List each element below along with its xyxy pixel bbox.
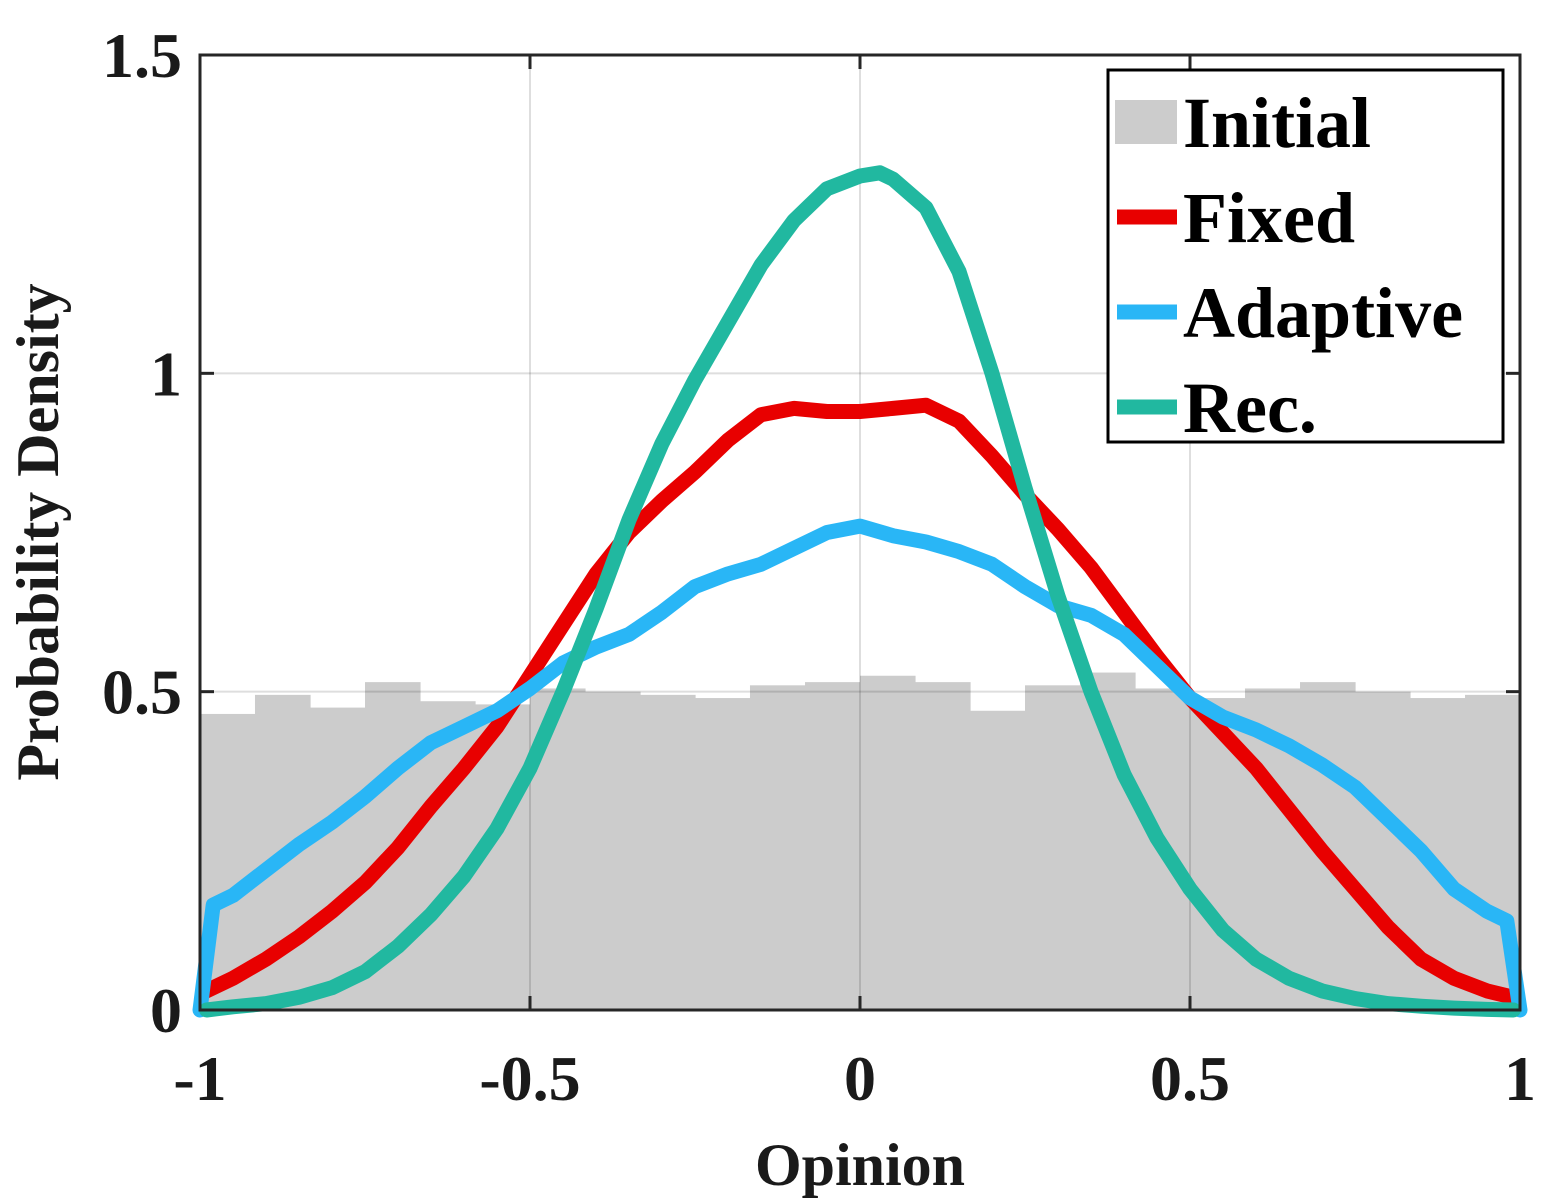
histogram-bar — [860, 675, 916, 1010]
legend-label-initial: Initial — [1183, 83, 1371, 163]
x-axis-label: Opinion — [755, 1132, 965, 1198]
x-tick-label: 0 — [844, 1043, 876, 1114]
y-axis-label: Probability Density — [5, 283, 71, 780]
x-tick-label: -0.5 — [479, 1043, 580, 1114]
histogram-bar — [914, 682, 971, 1010]
ticks-layer — [198, 53, 1522, 1012]
histogram-bar — [749, 685, 806, 1010]
series-line-fixed — [199, 397, 1521, 1005]
x-tick-label: 1 — [1504, 1043, 1536, 1114]
lines-layer — [192, 165, 1528, 1018]
histogram-bar — [310, 707, 366, 1010]
histogram-bar — [1355, 691, 1411, 1010]
legend-label-rec: Rec. — [1183, 368, 1317, 448]
legend: Initial Fixed Adaptive Rec. — [1106, 68, 1505, 448]
series-line-adaptive — [192, 518, 1528, 1018]
y-tick-label: 1 — [150, 338, 182, 409]
legend-label-fixed: Fixed — [1183, 178, 1355, 258]
x-tick-label: -1 — [173, 1043, 226, 1114]
histogram-bar — [640, 694, 696, 1010]
histogram-bar — [695, 698, 751, 1010]
y-tick-label: 0 — [150, 975, 182, 1046]
histogram-bar — [1025, 685, 1081, 1010]
legend-items: Initial Fixed Adaptive Rec. — [1115, 83, 1463, 448]
legend-label-adaptive: Adaptive — [1183, 273, 1463, 353]
tick-labels-layer: -1 -0.5 0 0.5 1 0 0.5 1 1.5 — [102, 20, 1536, 1114]
x-tick-label: 0.5 — [1150, 1043, 1230, 1114]
histogram-bar — [970, 710, 1026, 1010]
y-tick-label: 1.5 — [102, 20, 182, 91]
legend-swatch-initial — [1115, 100, 1177, 144]
histogram-bar — [805, 682, 861, 1010]
y-tick-label: 0.5 — [102, 657, 182, 728]
histogram-bar — [584, 691, 641, 1010]
series-line-rec — [199, 165, 1521, 1018]
